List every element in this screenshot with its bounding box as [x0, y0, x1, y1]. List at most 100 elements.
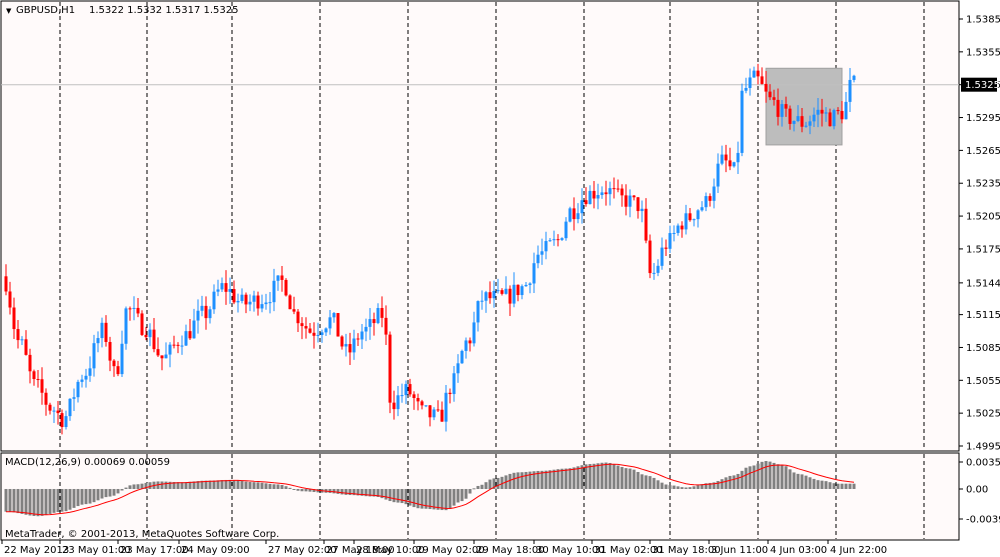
candle: [140, 310, 144, 336]
macd-bar: [568, 468, 572, 489]
macd-bar: [576, 466, 580, 489]
macd-bar: [468, 488, 472, 494]
macd-bar: [708, 482, 712, 489]
candle-body: [384, 317, 388, 335]
candle: [776, 88, 780, 126]
candle-body: [600, 192, 604, 196]
macd-bar: [452, 488, 456, 506]
candle: [528, 282, 532, 294]
candle-body: [744, 87, 748, 91]
macd-bar: [96, 488, 100, 501]
candle: [644, 198, 648, 244]
candle: [96, 331, 100, 353]
macd-label: MACD(12,26,9) 0.00069 0.00059: [5, 457, 170, 468]
candle: [112, 359, 116, 377]
candle: [580, 188, 584, 224]
symbol-triangle-icon[interactable]: ▼: [6, 7, 12, 15]
candle-body: [836, 110, 840, 112]
candle: [164, 342, 168, 359]
candle-body: [340, 336, 344, 347]
candle-body: [380, 308, 384, 318]
candle-body: [648, 240, 652, 274]
macd-bar: [652, 477, 656, 489]
macd-bar: [208, 480, 212, 489]
ohlc-label: 1.5322 1.5332 1.5317 1.5325: [89, 5, 239, 16]
macd-bar: [516, 472, 520, 489]
price-tick-label: 1.4995: [966, 442, 1000, 453]
macd-bar: [204, 480, 208, 489]
candle: [596, 183, 600, 210]
macd-bar: [532, 471, 536, 489]
candle: [748, 68, 752, 96]
macd-bar: [236, 480, 240, 489]
candle: [412, 391, 416, 410]
candle: [688, 208, 692, 222]
candle: [384, 305, 388, 345]
candle: [820, 98, 824, 127]
macd-bar: [488, 479, 492, 489]
candle-body: [764, 83, 768, 92]
macd-bar: [384, 488, 388, 500]
macd-bar: [776, 464, 780, 489]
candle-body: [180, 345, 184, 347]
candle: [592, 180, 596, 209]
macd-bar: [64, 488, 68, 512]
macd-bar: [232, 480, 236, 489]
macd-plot-area[interactable]: [0, 452, 960, 541]
candle-body: [364, 326, 368, 332]
candle: [576, 203, 580, 224]
macd-bar: [596, 463, 600, 489]
macd-bar: [792, 472, 796, 489]
candle-body: [516, 284, 520, 296]
candle: [436, 400, 440, 413]
macd-bar: [808, 477, 812, 489]
macd-bar: [648, 476, 652, 489]
candle: [224, 270, 228, 305]
candle: [588, 185, 592, 205]
candle-body: [588, 190, 592, 205]
macd-bar: [728, 475, 732, 489]
candle: [636, 196, 640, 219]
macd-bar: [272, 484, 276, 489]
macd-bar: [368, 488, 372, 497]
macd-bar: [408, 488, 412, 506]
candle-body: [492, 290, 496, 299]
candle: [512, 272, 516, 308]
macd-bar: [300, 488, 304, 492]
candle-body: [156, 349, 160, 356]
candle: [88, 356, 92, 382]
macd-bar: [536, 470, 540, 489]
candle: [548, 237, 552, 242]
candle-body: [800, 116, 804, 127]
macd-bar: [400, 488, 404, 504]
candle-body: [132, 307, 136, 309]
price-tick-label: 1.5085: [966, 343, 1000, 354]
candle-body: [576, 213, 580, 220]
candle: [36, 369, 40, 388]
macd-bar: [572, 467, 576, 489]
candle: [600, 186, 604, 199]
candle-body: [568, 208, 572, 222]
candle-body: [544, 241, 548, 252]
macd-bar: [92, 488, 96, 503]
candle: [316, 322, 320, 343]
candle-body: [280, 275, 284, 280]
candle: [284, 278, 288, 297]
macd-bar: [664, 484, 668, 489]
candle: [476, 300, 480, 332]
candle: [332, 312, 336, 323]
macd-bar: [84, 488, 88, 505]
macd-bar: [188, 481, 192, 489]
time-tick-label: 3 Jun 11:00: [711, 545, 768, 556]
candle: [828, 108, 832, 127]
candle-body: [72, 397, 76, 399]
candle-body: [324, 328, 328, 333]
candle: [128, 306, 132, 321]
candle: [464, 337, 468, 359]
macd-bar: [184, 482, 188, 489]
macd-bar: [68, 488, 72, 510]
candle: [92, 334, 96, 377]
candle: [60, 409, 64, 435]
candle: [168, 342, 172, 368]
